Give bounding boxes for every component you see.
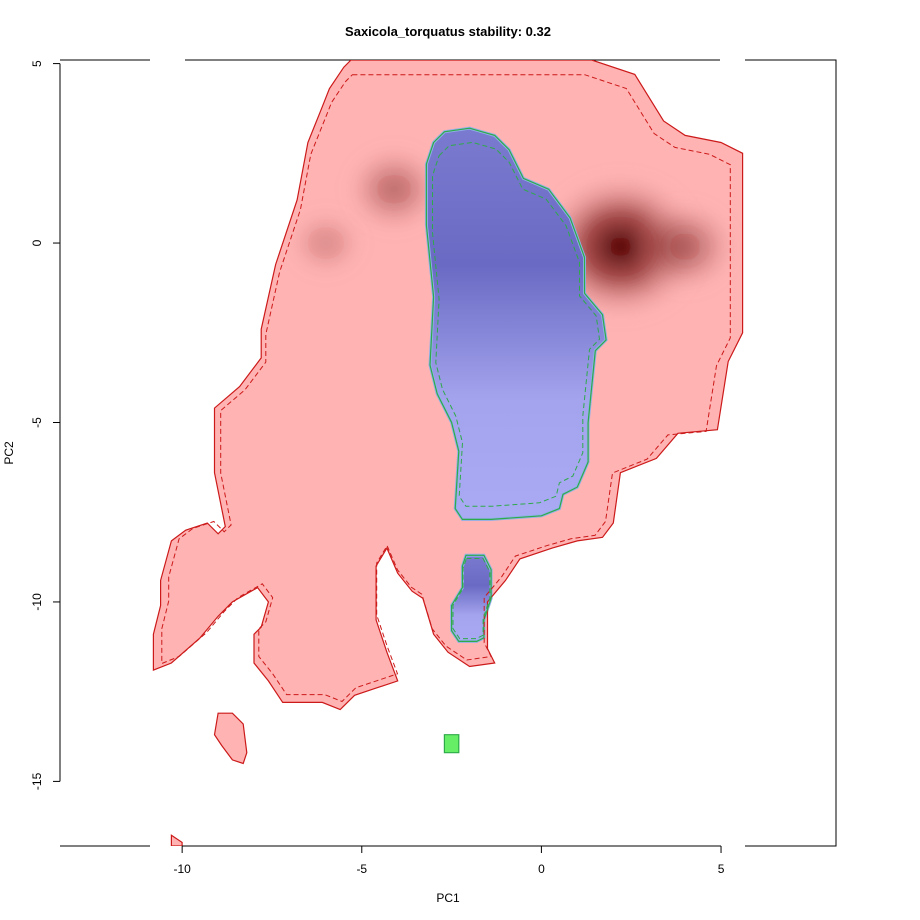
native-range-islet-fill	[214, 713, 247, 764]
x-axis-label: PC1	[436, 891, 460, 905]
invaded-only-islet-fill	[443, 734, 460, 754]
plot-area	[152, 60, 744, 846]
x-tick-label: 5	[718, 862, 725, 876]
native-range-corner-outline	[170, 834, 183, 846]
x-axis: -10 -5 0 5	[173, 845, 725, 876]
native-range-outline	[152, 60, 744, 711]
density-peak-4	[283, 205, 368, 281]
density-peak-3	[342, 142, 447, 237]
invaded-range-dashed-contour	[432, 141, 601, 507]
invaded-range-outline	[425, 127, 607, 520]
density-peak-2	[630, 197, 740, 296]
chart-title: Saxicola_torquatus stability: 0.32	[345, 24, 551, 39]
invaded-range-lower-outline	[451, 554, 492, 642]
y-tick-label: -15	[30, 772, 44, 790]
native-range-dashed-contour	[161, 74, 731, 703]
x-tick-label: -5	[356, 862, 367, 876]
native-range-islet-outline	[213, 712, 248, 765]
x-tick-label: 0	[538, 862, 545, 876]
contour-layer	[152, 60, 744, 846]
y-axis-label: PC2	[2, 441, 16, 465]
y-tick-label: -5	[30, 417, 44, 428]
x-tick-label: -10	[173, 862, 191, 876]
y-axis: -15 -10 -5 0 5	[30, 60, 61, 790]
native-range-corner-fill	[171, 835, 183, 846]
y-tick-label: 0	[30, 239, 44, 246]
y-tick-label: -10	[30, 593, 44, 611]
y-tick-label: 5	[30, 60, 44, 67]
